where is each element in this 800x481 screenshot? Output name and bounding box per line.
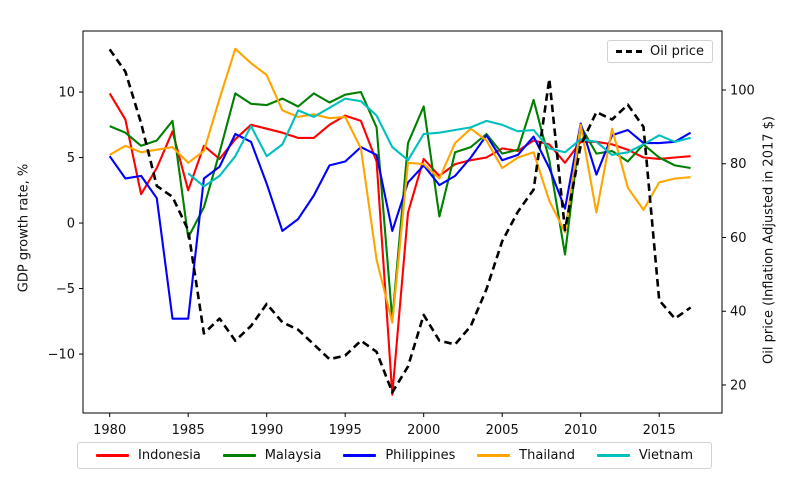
x-tick-label-1985: 1985 [172,423,205,438]
line-philippines [108,122,692,320]
plot-border [82,30,723,414]
legend-item-malaysia: Malaysia [222,448,322,463]
x-tick-label-2015: 2015 [643,423,676,438]
left-axis-ticks: 10 5 0 −5 −10 [48,86,83,363]
x-tick-label-2010: 2010 [564,423,597,438]
right-tick-label-80: 80 [730,157,747,172]
oil-dashed-line-swatch [616,50,643,53]
x-tick-label-2005: 2005 [486,423,519,438]
oil-price-legend: Oil price [607,40,713,63]
right-axis-ticks: 20 40 60 80 100 [722,83,755,393]
thailand-line-swatch [477,454,511,457]
left-tick-label-0: 0 [67,217,75,232]
indonesia-line-swatch [96,454,129,457]
legend-label-thailand: Thailand [519,448,575,463]
legend-label-philippines: Philippines [385,448,456,463]
legend-item-thailand: Thailand [477,448,575,463]
left-tick-label-10: 10 [58,86,75,101]
left-tick-label--5: −5 [56,282,75,297]
line-malaysia [109,90,691,322]
legend-label-vietnam: Vietnam [638,448,693,463]
legend-label-indonesia: Indonesia [138,448,201,463]
x-axis-ticks: 1980 1985 1990 1995 2000 2005 2010 2015 [93,413,676,438]
x-tick-label-2000: 2000 [407,423,440,438]
x-tick-label-1990: 1990 [250,423,283,438]
y-axis-title-left: GDP growth rate, % [16,163,32,293]
legend-item-philippines: Philippines [343,448,455,463]
left-tick-label--10: −10 [48,348,75,363]
vietnam-line-swatch [596,454,630,457]
y-axis-title-right: Oil price (Inflation Adjusted in 2017 $) [761,116,777,364]
legend-item-indonesia: Indonesia [96,448,201,463]
countries-legend: Indonesia Malaysia Philippines Thailand Viet… [77,442,712,469]
line-oil-price [108,48,692,394]
line-thailand [109,47,691,324]
series-lines [108,47,692,396]
x-tick-label-1980: 1980 [93,423,126,438]
philippines-line-swatch [343,454,377,457]
right-tick-label-20: 20 [730,378,747,393]
legend-item-vietnam: Vietnam [596,448,693,463]
line-vietnam [187,97,691,188]
legend-label-malaysia: Malaysia [264,448,322,463]
right-tick-label-100: 100 [730,83,755,98]
oil-legend-label: Oil price [650,44,704,59]
x-tick-label-1995: 1995 [329,423,362,438]
left-tick-label-5: 5 [67,151,75,166]
right-tick-label-40: 40 [730,305,747,320]
right-tick-label-60: 60 [730,231,747,246]
malaysia-line-swatch [222,454,256,457]
